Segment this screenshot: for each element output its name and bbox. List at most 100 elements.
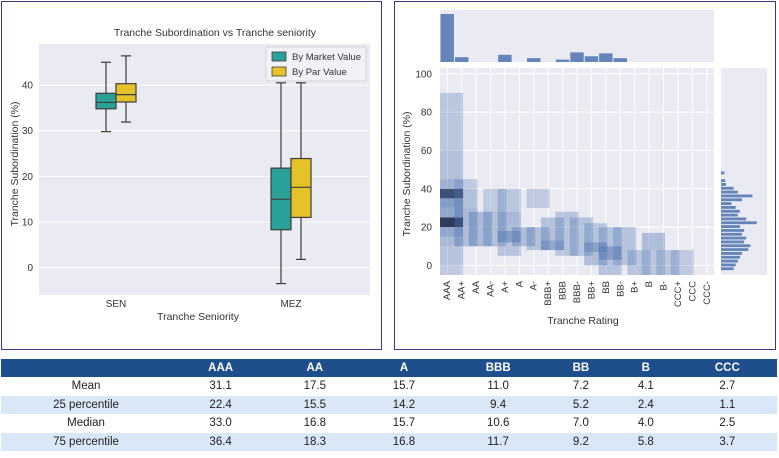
x-tick-label: A — [514, 280, 525, 287]
boxplot-panel: Tranche Subordination vs Tranche seniori… — [1, 1, 382, 350]
box — [115, 83, 137, 103]
y-tick-label: 80 — [421, 108, 433, 119]
heatmap-cell — [440, 246, 464, 266]
heatmap-cell — [440, 198, 464, 208]
x-tick-label: A- — [529, 281, 540, 291]
y-tick-label: 0 — [426, 261, 432, 272]
table-cell: 4.0 — [613, 414, 678, 433]
table-cell: 18.3 — [270, 432, 360, 451]
marginal-bar — [613, 58, 627, 62]
marginal-bar — [721, 259, 738, 263]
marginal-bar — [721, 209, 740, 213]
marginal-bar — [440, 14, 454, 62]
legend-swatch — [271, 51, 287, 62]
row-label: 25 percentile — [1, 395, 171, 414]
heatmap-cell — [440, 150, 464, 180]
marginal-bar — [721, 248, 749, 251]
x-tick-label: AAA — [442, 280, 453, 300]
heatmap-cell — [454, 188, 478, 208]
table-cell: 2.7 — [677, 377, 777, 396]
x-axis-label: Tranche Seniority — [157, 311, 240, 323]
heatmap-cell — [584, 223, 608, 243]
table-header: BB — [547, 359, 614, 377]
heatmap-cell — [598, 227, 622, 247]
y-axis-label: Tranche Subordination (%) — [9, 101, 21, 226]
boxplot-chart: Tranche Subordination vs Tranche seniori… — [9, 27, 370, 323]
legend-label: By Par Value — [292, 67, 347, 78]
table-header: CCC — [677, 359, 777, 377]
legend-swatch — [271, 66, 287, 77]
heatmap-cell — [555, 211, 579, 256]
heatmap-cell — [512, 227, 536, 247]
heatmap-cell — [656, 250, 680, 275]
heatmap-cell — [497, 188, 521, 212]
x-tick-label: SEN — [106, 299, 127, 310]
heatmap-cell — [454, 227, 478, 247]
box — [290, 157, 312, 219]
box — [95, 92, 117, 110]
marginal-bar — [721, 194, 753, 198]
heatmap-cell — [584, 242, 608, 252]
table-cell: 2.4 — [613, 395, 678, 414]
x-tick-label: A+ — [500, 281, 511, 293]
table-header: B — [613, 359, 678, 377]
heatmap-cell — [440, 188, 464, 199]
table-row: 25 percentile 22.4 15.5 14.2 9.4 5.2 2.4… — [1, 395, 777, 414]
heatmap-cell — [454, 207, 478, 228]
y-tick-label: 30 — [22, 126, 34, 137]
y-tick-label: 60 — [421, 146, 433, 157]
table-cell: 4.1 — [613, 377, 678, 396]
table-header-row: AAA AA A BBB BB B CCC — [1, 359, 777, 377]
table-cell: 7.0 — [547, 414, 614, 433]
x-tick-label: B- — [659, 281, 670, 291]
legend — [265, 46, 367, 82]
table-cell: 15.7 — [359, 414, 449, 433]
table-cell: 9.2 — [547, 432, 614, 451]
x-tick-label: BB- — [615, 281, 626, 297]
marginal-bar — [721, 221, 757, 225]
table-cell: 16.8 — [270, 414, 360, 433]
heatmap-cell — [440, 92, 464, 151]
table-header: BBB — [448, 359, 548, 377]
table-cell: 2.5 — [677, 414, 777, 433]
heatmap-cell — [641, 232, 665, 251]
heatmap-cell — [598, 259, 622, 275]
heatmap-cell — [440, 265, 464, 275]
heatmap-cell — [613, 227, 637, 266]
table-cell: 36.4 — [171, 432, 271, 451]
table-header: AA — [270, 359, 360, 377]
heatmap-cell — [497, 211, 521, 231]
heatmap-cell — [440, 207, 464, 218]
marginal-bar — [721, 252, 742, 255]
table-row: Mean 31.1 17.5 15.7 11.0 7.2 4.1 2.7 — [1, 377, 777, 396]
marginal-bar — [721, 225, 740, 228]
chart-title: Tranche Subordination vs Tranche seniori… — [114, 27, 317, 39]
x-tick-label: AA — [471, 280, 482, 293]
y-tick-label: 20 — [22, 172, 34, 183]
table-header: AAA — [171, 359, 271, 377]
table-cell: 5.2 — [547, 395, 614, 414]
y-tick-label: 100 — [415, 69, 432, 80]
x-tick-label: BBB — [558, 281, 569, 300]
marginal-bar — [721, 183, 727, 186]
heatmap-cell — [526, 188, 550, 208]
heatmap-cell — [483, 188, 507, 212]
marginal-bar — [721, 244, 751, 248]
legend-label: By Market Value — [292, 52, 361, 63]
marginal-bar — [498, 54, 512, 62]
heatmap-cell — [497, 230, 521, 243]
y-axis-label: Tranche Subordination (%) — [401, 111, 413, 236]
x-tick-label: AA- — [485, 281, 496, 297]
x-tick-label: CCC — [687, 281, 698, 302]
heatmap-cell — [440, 179, 464, 189]
marginal-bar — [721, 190, 738, 194]
y-tick-label: 20 — [421, 223, 433, 234]
x-tick-label: BB+ — [586, 281, 597, 300]
table-cell: 1.1 — [677, 395, 777, 414]
right-marginal-area — [721, 68, 767, 275]
marginal-bar — [599, 53, 613, 62]
heatmap-cell — [540, 217, 565, 241]
y-tick-label: 40 — [421, 184, 433, 195]
table-cell: 5.8 — [613, 432, 678, 451]
table-cell: 11.7 — [448, 432, 548, 451]
